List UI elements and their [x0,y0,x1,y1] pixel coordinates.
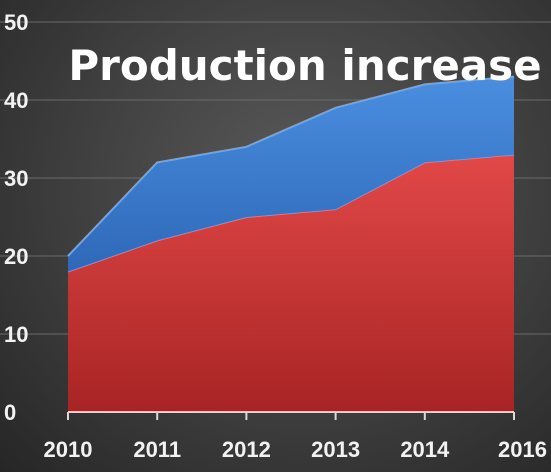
series-edge-2 [67,75,515,257]
x-tick-label: 2014 [400,437,450,462]
x-tick-label: 2016 [498,437,547,462]
y-tick-labels: 0 10 20 30 40 50 [4,10,28,425]
x-tick-label: 2010 [44,437,93,462]
x-tick-labels: 2010 2011 2012 2013 2014 2016 [44,437,547,462]
series-area-2 [68,76,514,272]
y-tick-label: 30 [4,166,28,191]
y-tick-label: 40 [4,88,28,113]
x-tick-label: 2012 [222,437,271,462]
y-tick-label: 50 [4,10,28,35]
x-axis [67,411,515,420]
series-area-1 [68,154,514,412]
x-tick-label: 2011 [133,437,181,462]
chart-title: Production increase [68,41,541,90]
series-edge-1 [67,153,515,273]
y-tick-label: 0 [4,400,16,425]
x-tick-label: 2013 [311,437,360,462]
y-tick-label: 20 [4,244,28,269]
series-areas [67,75,515,412]
y-tick-label: 10 [4,322,28,347]
